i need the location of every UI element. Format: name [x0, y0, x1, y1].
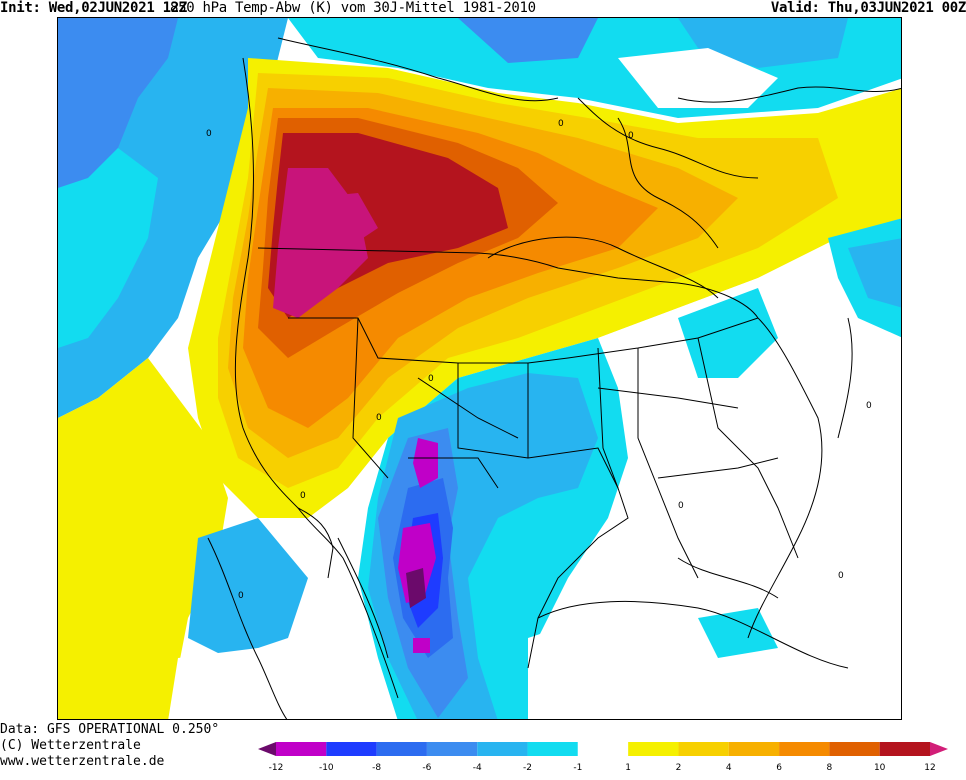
pacific-south-cyan	[188, 518, 308, 658]
contour-labels: 0 0 0 0 0 0 0 0 0 0	[206, 119, 872, 601]
website-label: www.wetterzentrale.de	[0, 754, 165, 769]
legend-swatch	[326, 742, 377, 756]
pacific-south-white	[168, 648, 318, 719]
init-time-label: Init: Wed,02JUN2021 12Z	[0, 0, 187, 16]
legend-tick-label: 6	[776, 763, 782, 773]
copyright-label: (C) Wetterzentrale	[0, 738, 141, 753]
legend-swatch	[577, 742, 629, 756]
pacific-south-yellow	[58, 358, 228, 719]
svg-text:0: 0	[866, 401, 872, 411]
east-neutral-region	[518, 218, 901, 719]
valid-time-label: Valid: Thu,03JUN2021 00Z	[770, 0, 966, 16]
pacific-cold-pocket	[58, 18, 178, 188]
northeast-cyan-patch	[678, 288, 778, 378]
temperature-anomaly-map: 0 0 0 0 0 0 0 0 0 0	[57, 17, 902, 720]
legend-swatch	[527, 742, 578, 756]
extreme-cold-core	[413, 438, 438, 488]
legend-swatch	[477, 742, 528, 756]
arctic-white-patch	[618, 48, 778, 108]
legend-swatch	[728, 742, 780, 756]
legend-tick-label: 4	[726, 763, 732, 773]
coastlines-and-borders	[207, 37, 901, 719]
legend-swatch	[879, 742, 930, 756]
svg-text:0: 0	[300, 491, 306, 501]
legend-tick-label: 8	[827, 763, 833, 773]
legend-swatch	[779, 742, 830, 756]
svg-text:0: 0	[238, 591, 244, 601]
data-source-label: Data: GFS OPERATIONAL 0.250°	[0, 722, 220, 737]
legend-tick-label: -1	[573, 763, 582, 773]
extreme-warm-core-north	[308, 193, 378, 248]
legend-tick-label: 12	[924, 763, 935, 773]
legend-swatch	[426, 742, 478, 756]
pacific-cyan-band	[58, 148, 158, 348]
arctic-cold-spot	[458, 18, 598, 63]
svg-text:0: 0	[558, 119, 564, 129]
legend-tick-label: -8	[372, 763, 381, 773]
gulf-neutral-region	[528, 608, 901, 719]
legend-tick-label: 1	[625, 763, 631, 773]
legend-tick-label: -6	[422, 763, 431, 773]
atlantic-blue-patch	[848, 238, 901, 308]
legend-tick-label: -2	[523, 763, 532, 773]
legend-swatch	[376, 742, 427, 756]
legend-tick-label: -4	[473, 763, 482, 773]
legend-tick-label: 2	[676, 763, 682, 773]
extreme-cold-center	[406, 568, 426, 608]
svg-text:0: 0	[376, 413, 382, 423]
legend-tick-label: -10	[319, 763, 334, 773]
svg-text:0: 0	[628, 131, 634, 141]
svg-text:0: 0	[428, 374, 434, 384]
legend-tick-label: 10	[874, 763, 886, 773]
legend-swatch	[829, 742, 880, 756]
svg-text:0: 0	[678, 501, 684, 511]
svg-text:0: 0	[838, 571, 844, 581]
legend-swatch	[628, 742, 679, 756]
gulf-cyan-spot	[698, 608, 778, 658]
legend-arrow-left	[258, 742, 276, 756]
legend-tick-label: -12	[269, 763, 284, 773]
color-legend: -12 -10 -8 -6 -4 -2 -1 1 2 4 6 8 10 12	[258, 740, 948, 776]
chart-title: 850 hPa Temp-Abw (K) vom 30J-Mittel 1981…	[170, 0, 536, 16]
legend-swatch	[678, 742, 729, 756]
svg-text:0: 0	[206, 129, 212, 139]
extreme-cold-spot-far-south	[413, 638, 430, 653]
legend-arrow-right	[930, 742, 948, 756]
legend-swatch	[276, 742, 327, 756]
